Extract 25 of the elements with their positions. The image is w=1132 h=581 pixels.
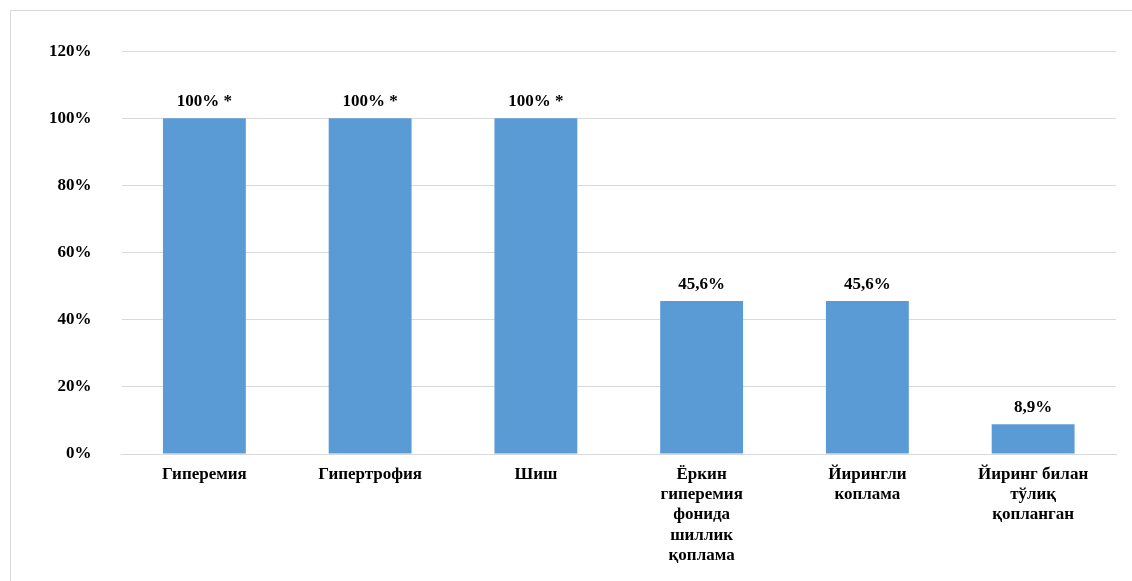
data-label: 45,6% (678, 273, 725, 293)
x-tick-label: Шиш (514, 463, 558, 483)
data-label: 100% * (176, 91, 232, 111)
bar (162, 118, 246, 454)
x-tick-label: Йиринг билан тўлиқ қопланган (978, 463, 1089, 524)
y-tick-label: 80% (57, 174, 92, 194)
y-tick-label: 60% (57, 241, 92, 261)
bar (660, 300, 744, 454)
y-tick-label: 120% (49, 40, 92, 60)
x-tick-label: Гиперемия (161, 463, 247, 483)
y-tick-label: 100% (49, 107, 92, 127)
x-tick-label: Ёркин гиперемия фонида шиллик қоплама (660, 463, 743, 565)
y-tick-label: 20% (57, 376, 92, 396)
data-label: 100% * (342, 91, 398, 111)
x-tick-label: Йирингли коплама (828, 463, 907, 503)
x-tick-label: Гипертрофия (318, 463, 423, 483)
data-label: 45,6% (844, 273, 891, 293)
data-label: 100% * (508, 91, 564, 111)
bar (825, 300, 909, 454)
bar (494, 118, 578, 454)
data-label: 8,9% (1014, 397, 1053, 417)
bar (328, 118, 412, 454)
y-tick-label: 40% (57, 309, 92, 329)
bar (991, 424, 1075, 454)
y-tick-label: 0% (66, 443, 92, 463)
